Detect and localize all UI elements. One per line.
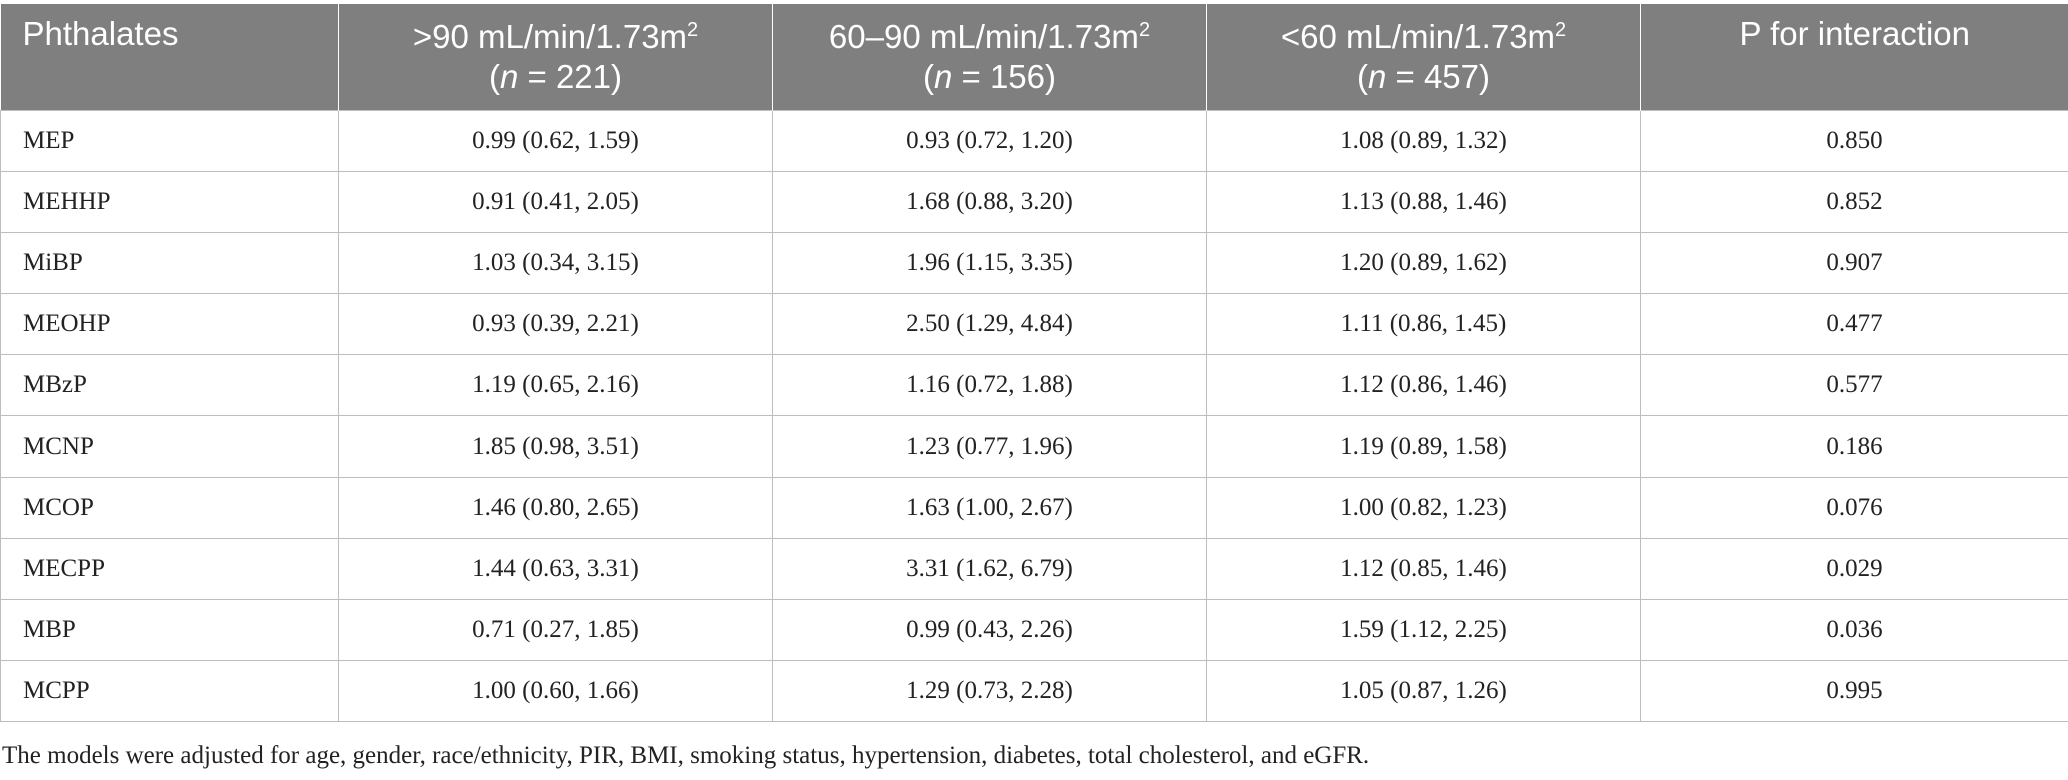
phthalate-name-cell: MiBP <box>0 231 339 294</box>
header-egfr-under-60: <60 mL/min/1.73m2 (n = 457) <box>1206 4 1641 110</box>
table-row: MiBP 1.03 (0.34, 3.15) 1.96 (1.15, 3.35) 1.… <box>0 231 2068 294</box>
table-row: MBP 0.71 (0.27, 1.85) 0.99 (0.43, 2.26) 1.5… <box>0 598 2068 661</box>
header-egfr-60-90: 60–90 mL/min/1.73m2 (n = 156) <box>772 4 1207 110</box>
p-value-cell: 0.995 <box>1640 660 2068 723</box>
value-cell-egfr-over-90: 1.44 (0.63, 3.31) <box>338 537 773 600</box>
results-table: Phthalates >90 mL/min/1.73m2 (n = 221) 6… <box>0 4 2068 723</box>
table-row: MEOHP 0.93 (0.39, 2.21) 2.50 (1.29, 4.84) 1… <box>0 293 2068 355</box>
value-cell-egfr-under-60: 1.20 (0.89, 1.62) <box>1206 231 1641 294</box>
header-range-label: <60 mL/min/1.73m2 <box>1280 17 1567 55</box>
value-cell-egfr-60-90: 1.16 (0.72, 1.88) <box>772 354 1207 416</box>
p-value-cell: 0.076 <box>1640 476 2068 539</box>
phthalate-name-cell: MCNP <box>0 415 339 478</box>
table-row: MEHHP 0.91 (0.41, 2.05) 1.68 (0.88, 3.20) 1… <box>0 170 2068 233</box>
value-cell-egfr-under-60: 1.11 (0.86, 1.45) <box>1206 293 1641 355</box>
phthalate-name-cell: MCOP <box>0 476 339 539</box>
value-cell-egfr-under-60: 1.59 (1.12, 2.25) <box>1206 598 1641 661</box>
table-row: MCNP 1.85 (0.98, 3.51) 1.23 (0.77, 1.96) 1.… <box>0 415 2068 478</box>
value-cell-egfr-over-90: 0.71 (0.27, 1.85) <box>338 598 773 661</box>
value-cell-egfr-over-90: 0.93 (0.39, 2.21) <box>338 293 773 355</box>
phthalate-name-cell: MBP <box>0 598 339 661</box>
p-value-cell: 0.036 <box>1640 598 2068 661</box>
phthalate-name-cell: MECPP <box>0 537 339 600</box>
value-cell-egfr-under-60: 1.12 (0.85, 1.46) <box>1206 537 1641 600</box>
table-row: MCOP 1.46 (0.80, 2.65) 1.63 (1.00, 2.67) 1.… <box>0 476 2068 539</box>
value-cell-egfr-under-60: 1.05 (0.87, 1.26) <box>1206 660 1641 723</box>
phthalate-name-cell: MEHHP <box>0 170 339 233</box>
value-cell-egfr-60-90: 1.68 (0.88, 3.20) <box>772 170 1207 233</box>
value-cell-egfr-over-90: 1.19 (0.65, 2.16) <box>338 354 773 416</box>
header-sample-size: (n = 221) <box>488 57 623 95</box>
value-cell-egfr-over-90: 1.03 (0.34, 3.15) <box>338 231 773 294</box>
p-value-cell: 0.852 <box>1640 170 2068 233</box>
value-cell-egfr-60-90: 1.63 (1.00, 2.67) <box>772 476 1207 539</box>
table-row: MEP 0.99 (0.62, 1.59) 0.93 (0.72, 1.20) 1.0… <box>0 109 2068 172</box>
value-cell-egfr-under-60: 1.00 (0.82, 1.23) <box>1206 476 1641 539</box>
value-cell-egfr-over-90: 0.99 (0.62, 1.59) <box>338 109 773 172</box>
header-range-label: >90 mL/min/1.73m2 <box>412 17 699 55</box>
value-cell-egfr-under-60: 1.19 (0.89, 1.58) <box>1206 415 1641 478</box>
value-cell-egfr-under-60: 1.12 (0.86, 1.46) <box>1206 354 1641 416</box>
p-value-cell: 0.907 <box>1640 231 2068 294</box>
p-value-cell: 0.186 <box>1640 415 2068 478</box>
value-cell-egfr-60-90: 1.29 (0.73, 2.28) <box>772 660 1207 723</box>
table-row: MCPP 1.00 (0.60, 1.66) 1.29 (0.73, 2.28) 1.… <box>0 660 2068 723</box>
p-value-cell: 0.577 <box>1640 354 2068 416</box>
value-cell-egfr-under-60: 1.13 (0.88, 1.46) <box>1206 170 1641 233</box>
header-range-label: 60–90 mL/min/1.73m2 <box>828 17 1151 55</box>
p-value-cell: 0.850 <box>1640 109 2068 172</box>
phthalate-name-cell: MEOHP <box>0 293 339 355</box>
value-cell-egfr-60-90: 1.23 (0.77, 1.96) <box>772 415 1207 478</box>
value-cell-egfr-60-90: 3.31 (1.62, 6.79) <box>772 537 1207 600</box>
header-sample-size: (n = 156) <box>922 57 1057 95</box>
value-cell-egfr-60-90: 2.50 (1.29, 4.84) <box>772 293 1207 355</box>
header-phthalates: Phthalates <box>0 4 339 110</box>
value-cell-egfr-over-90: 0.91 (0.41, 2.05) <box>338 170 773 233</box>
phthalate-name-cell: MEP <box>0 109 339 172</box>
header-sample-size: (n = 457) <box>1356 57 1491 95</box>
value-cell-egfr-over-90: 1.00 (0.60, 1.66) <box>338 660 773 723</box>
value-cell-egfr-60-90: 1.96 (1.15, 3.35) <box>772 231 1207 294</box>
value-cell-egfr-60-90: 0.99 (0.43, 2.26) <box>772 598 1207 661</box>
p-value-cell: 0.029 <box>1640 537 2068 600</box>
table-row: MBzP 1.19 (0.65, 2.16) 1.16 (0.72, 1.88) 1.… <box>0 354 2068 416</box>
value-cell-egfr-over-90: 1.85 (0.98, 3.51) <box>338 415 773 478</box>
table-header: Phthalates >90 mL/min/1.73m2 (n = 221) 6… <box>0 4 2068 110</box>
phthalate-name-cell: MBzP <box>0 354 339 416</box>
header-egfr-over-90: >90 mL/min/1.73m2 (n = 221) <box>338 4 773 110</box>
phthalate-name-cell: MCPP <box>0 660 339 723</box>
table-footnote: The models were adjusted for age, gender… <box>2 742 1370 769</box>
value-cell-egfr-under-60: 1.08 (0.89, 1.32) <box>1206 109 1641 172</box>
value-cell-egfr-60-90: 0.93 (0.72, 1.20) <box>772 109 1207 172</box>
p-value-cell: 0.477 <box>1640 293 2068 355</box>
header-p-interaction: P for interaction <box>1640 4 2068 110</box>
table-row: MECPP 1.44 (0.63, 3.31) 3.31 (1.62, 6.79) 1… <box>0 537 2068 600</box>
value-cell-egfr-over-90: 1.46 (0.80, 2.65) <box>338 476 773 539</box>
table-body: MEP 0.99 (0.62, 1.59) 0.93 (0.72, 1.20) 1.0… <box>0 109 2068 723</box>
header-row: Phthalates >90 mL/min/1.73m2 (n = 221) 6… <box>0 4 2068 110</box>
